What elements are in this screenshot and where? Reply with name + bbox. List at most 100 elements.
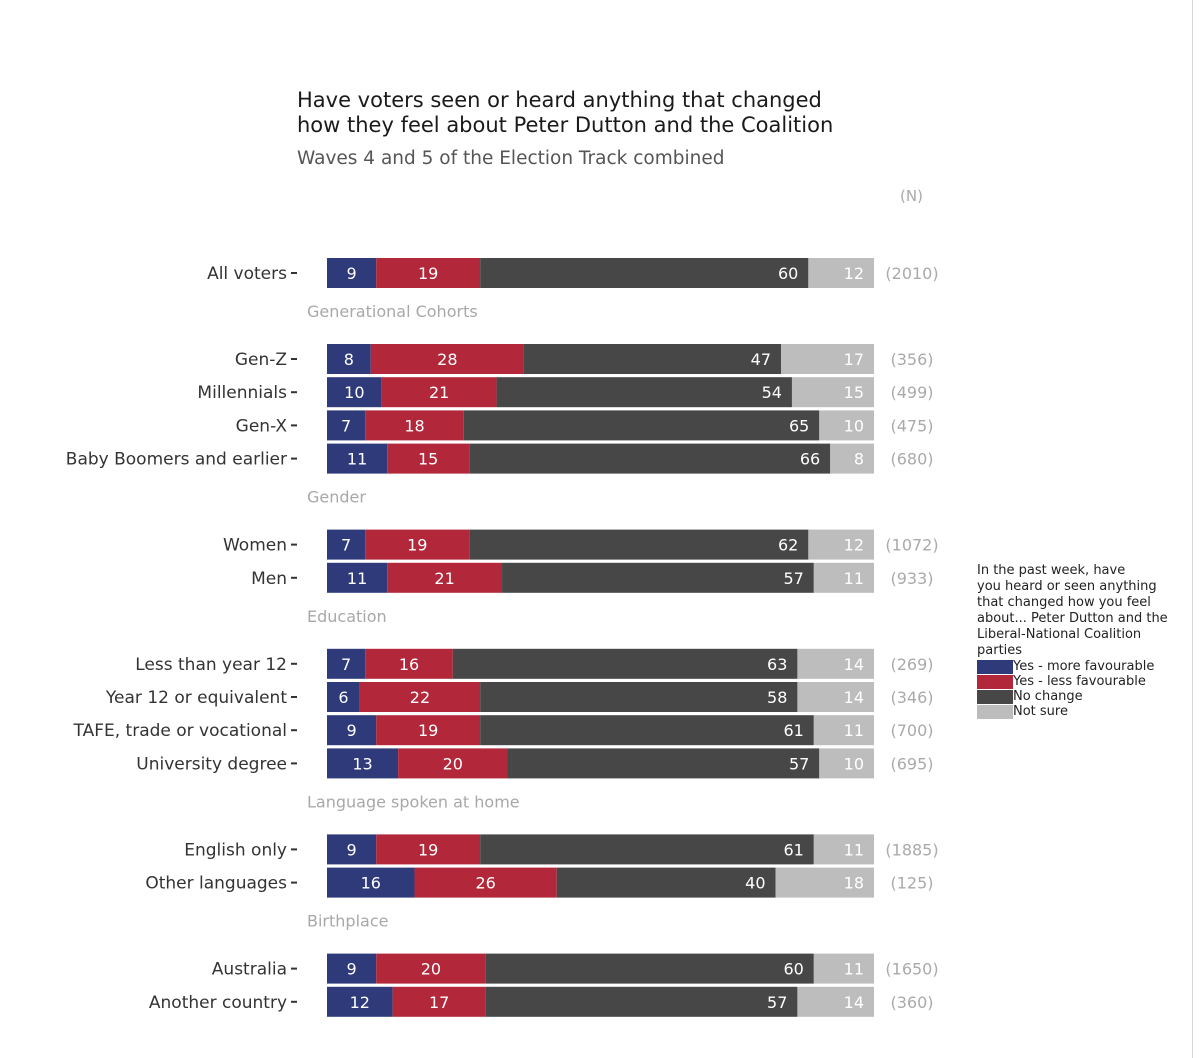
- bar-segment-english-only-no-change: [480, 834, 814, 865]
- data-label: 11: [844, 960, 864, 979]
- row-label-men: Men: [251, 569, 287, 589]
- legend-label: No change: [1013, 688, 1083, 704]
- group-heading-birthplace: Birthplace: [307, 912, 388, 931]
- data-label: 19: [407, 536, 427, 555]
- sample-size-label: (1650): [885, 960, 938, 979]
- legend-label: Yes - less favourable: [1013, 673, 1146, 689]
- bar-segment-tafe-trade-or-vocational-no-change: [480, 715, 814, 746]
- row-label-english-only: English only: [184, 840, 287, 860]
- data-label: 65: [789, 416, 809, 435]
- legend-title-line: about... Peter Dutton and the: [977, 611, 1168, 626]
- bar-segment-gen-x-yes-less-favourable: [365, 410, 464, 441]
- sample-size-label: (700): [890, 721, 933, 740]
- sample-size-label: (360): [890, 993, 933, 1012]
- legend-label: Not sure: [1013, 703, 1068, 719]
- data-label: 11: [844, 840, 864, 859]
- bar-segment-australia-yes-less-favourable: [376, 953, 486, 984]
- sample-size-label: (125): [890, 874, 933, 893]
- bar-segment-all-voters-not-sure: [808, 258, 874, 288]
- bar-segment-another-country-yes-less-favourable: [392, 986, 486, 1017]
- legend-item-less-favourable: Yes - less favourable: [977, 674, 1187, 689]
- group-heading-language-spoken-at-home: Language spoken at home: [307, 792, 520, 811]
- data-label: 15: [418, 450, 438, 469]
- legend-title-line: In the past week, have: [977, 563, 1126, 578]
- data-label: 61: [783, 721, 803, 740]
- bar-segment-australia-no-change: [485, 953, 814, 984]
- sample-size-label: (475): [890, 416, 933, 435]
- legend-swatch: [977, 689, 1013, 704]
- bar-segment-year-12-or-equivalent-yes-more-favourable: [327, 682, 360, 712]
- bar-segment-millennials-yes-less-favourable: [381, 377, 497, 408]
- bar-segment-gen-z-no-change: [523, 344, 782, 374]
- data-label: 62: [778, 536, 798, 555]
- data-label: 19: [418, 721, 438, 740]
- legend-swatch: [977, 659, 1013, 674]
- data-label: 11: [844, 569, 864, 588]
- bar-segment-english-only-yes-more-favourable: [327, 834, 377, 865]
- bar-segment-other-languages-yes-less-favourable: [414, 867, 557, 898]
- row-label-women: Women: [223, 536, 287, 556]
- bar-segment-other-languages-no-change: [556, 867, 776, 898]
- bar-segment-less-than-year-12-not-sure: [797, 648, 874, 679]
- bar-segment-all-voters-yes-more-favourable: [327, 258, 377, 288]
- data-label: 9: [347, 840, 357, 859]
- data-label: 22: [410, 688, 430, 707]
- data-label: 21: [429, 383, 449, 402]
- bar-segment-all-voters-yes-less-favourable: [376, 258, 481, 288]
- data-label: 60: [783, 960, 803, 979]
- row-label-all-voters: All voters: [207, 264, 287, 284]
- data-label: 15: [844, 383, 864, 402]
- bar-segment-baby-boomers-and-earlier-yes-more-favourable: [327, 443, 388, 474]
- data-label: 11: [844, 721, 864, 740]
- row-label-another-country: Another country: [149, 993, 287, 1013]
- bar-segment-women-yes-less-favourable: [365, 529, 470, 560]
- bar-segment-other-languages-not-sure: [775, 867, 874, 898]
- bar-segment-tafe-trade-or-vocational-yes-more-favourable: [327, 715, 377, 746]
- bar-segment-baby-boomers-and-earlier-yes-less-favourable: [387, 443, 470, 474]
- sample-size-label: (269): [890, 655, 933, 674]
- data-label: 28: [437, 350, 457, 369]
- bar-segment-another-country-no-change: [485, 986, 798, 1017]
- stacked-bar-chart: All voters 9 19 60 12 (2010) Generational Coho…: [66, 258, 939, 1017]
- data-label: 17: [429, 993, 449, 1012]
- legend-item-not-sure: Not sure: [977, 704, 1187, 719]
- sample-size-label: (933): [890, 569, 933, 588]
- data-label: 63: [767, 655, 787, 674]
- data-label: 54: [762, 383, 782, 402]
- data-label: 60: [778, 264, 798, 283]
- bar-segment-gen-x-no-change: [463, 410, 820, 441]
- legend-title: In the past week, have you heard or seen…: [977, 563, 1187, 659]
- data-label: 7: [341, 655, 351, 674]
- legend-swatch: [977, 704, 1013, 719]
- data-label: 16: [361, 874, 381, 893]
- legend-title-line: that changed how you feel: [977, 595, 1151, 610]
- legend-label: Yes - more favourable: [1013, 658, 1155, 674]
- bar-segment-university-degree-no-change: [507, 748, 820, 779]
- bar-segment-another-country-not-sure: [797, 986, 874, 1017]
- data-label: 57: [767, 993, 787, 1012]
- bar-segment-millennials-not-sure: [791, 377, 874, 408]
- sample-size-label: (499): [890, 383, 933, 402]
- bar-segment-less-than-year-12-yes-less-favourable: [365, 648, 453, 679]
- bar-segment-other-languages-yes-more-favourable: [327, 867, 415, 898]
- data-label: 26: [475, 874, 495, 893]
- data-label: 17: [844, 350, 864, 369]
- data-label: 10: [844, 416, 864, 435]
- row-label-tafe-trade-or-vocational: TAFE, trade or vocational: [73, 721, 287, 741]
- bar-segment-australia-yes-more-favourable: [327, 953, 377, 984]
- legend-item-no-change: No change: [977, 689, 1187, 704]
- page-edge-line: [1192, 0, 1193, 1058]
- data-label: 7: [341, 536, 351, 555]
- row-label-australia: Australia: [212, 960, 287, 980]
- data-label: 13: [352, 754, 372, 773]
- legend-swatch: [977, 674, 1013, 689]
- chart-subtitle: Waves 4 and 5 of the Election Track comb…: [297, 148, 725, 169]
- bar-segment-year-12-or-equivalent-not-sure: [797, 682, 874, 712]
- sample-size-label: (346): [890, 688, 933, 707]
- bar-segment-women-no-change: [469, 529, 809, 560]
- bar-segment-year-12-or-equivalent-yes-less-favourable: [359, 682, 481, 712]
- row-label-other-languages: Other languages: [145, 874, 287, 894]
- legend-item-more-favourable: Yes - more favourable: [977, 659, 1187, 674]
- bar-segment-men-not-sure: [813, 562, 874, 593]
- legend-title-line: you heard or seen anything: [977, 579, 1157, 594]
